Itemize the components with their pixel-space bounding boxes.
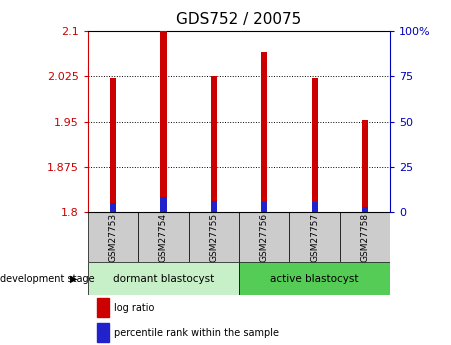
Text: GSM27754: GSM27754 — [159, 213, 168, 262]
Bar — [97, 324, 109, 343]
Bar — [161, 197, 166, 212]
Bar — [340, 212, 390, 262]
Bar — [189, 212, 239, 262]
Bar — [88, 212, 138, 262]
Title: GDS752 / 20075: GDS752 / 20075 — [176, 12, 302, 27]
Text: GSM27756: GSM27756 — [260, 213, 269, 262]
Bar — [239, 212, 290, 262]
Text: GSM27755: GSM27755 — [209, 213, 218, 262]
Bar — [312, 78, 318, 212]
Text: development stage: development stage — [0, 274, 95, 284]
Bar — [161, 31, 166, 212]
Bar — [110, 78, 116, 212]
Bar — [110, 203, 116, 212]
Text: percentile rank within the sample: percentile rank within the sample — [114, 328, 279, 338]
Bar — [261, 202, 267, 212]
Bar — [88, 262, 239, 295]
Bar — [211, 76, 217, 212]
Bar — [362, 120, 368, 212]
Text: active blastocyst: active blastocyst — [270, 274, 359, 284]
Bar — [290, 212, 340, 262]
Text: GSM27753: GSM27753 — [109, 213, 118, 262]
Bar — [97, 298, 109, 317]
Bar — [312, 202, 318, 212]
Text: log ratio: log ratio — [114, 303, 154, 313]
Bar — [138, 212, 189, 262]
Bar — [261, 52, 267, 212]
Text: dormant blastocyst: dormant blastocyst — [113, 274, 214, 284]
Bar — [211, 201, 217, 212]
Text: GSM27757: GSM27757 — [310, 213, 319, 262]
Bar — [362, 207, 368, 212]
Text: ▶: ▶ — [70, 274, 78, 284]
Text: GSM27758: GSM27758 — [360, 213, 369, 262]
Bar — [239, 262, 390, 295]
